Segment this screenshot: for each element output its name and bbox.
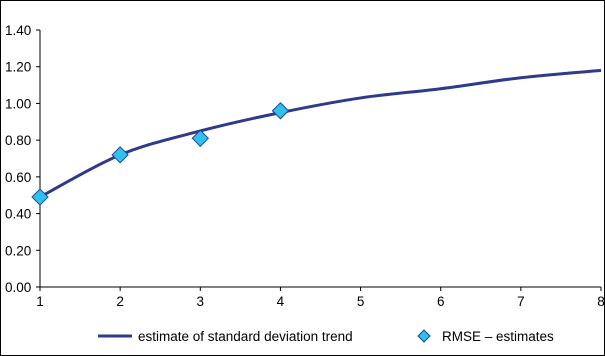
x-tick-label: 6: [437, 294, 445, 309]
legend: estimate of standard deviation trend RMS…: [98, 329, 554, 344]
trend-line: [39, 68, 602, 199]
x-tick-label: 1: [36, 294, 44, 309]
x-tick-label: 5: [357, 294, 365, 309]
y-tick-label: 1.00: [5, 96, 31, 111]
x-tick-label: 3: [197, 294, 205, 309]
x-axis: 1 2 3 4 5 6 7 8: [36, 286, 605, 309]
rmse-marker: [191, 129, 209, 148]
legend-trend-label: estimate of standard deviation trend: [138, 329, 353, 344]
y-tick-label: 0.80: [5, 133, 31, 148]
legend-rmse-label: RMSE – estimates: [442, 329, 554, 344]
legend-rmse-swatch: [417, 329, 431, 343]
x-tick-label: 7: [517, 294, 525, 309]
rmse-marker: [31, 188, 49, 206]
y-tick-label: 0.00: [5, 280, 31, 295]
y-tick-label: 1.20: [5, 60, 31, 75]
y-tick-label: 0.20: [5, 243, 31, 258]
x-tick-label: 8: [597, 294, 605, 309]
y-tick-label: 0.40: [5, 207, 31, 222]
rmse-marker: [111, 146, 129, 164]
y-tick-label: 0.60: [5, 170, 31, 185]
rmse-marker: [271, 102, 290, 120]
x-tick-label: 2: [116, 294, 124, 309]
y-tick-label: 1.40: [5, 23, 31, 38]
x-tick-label: 4: [277, 294, 285, 309]
y-axis: 0.00 0.20 0.40 0.60 0.80 1.00 1.20 1.40: [5, 23, 41, 295]
plot-series: [31, 68, 602, 206]
